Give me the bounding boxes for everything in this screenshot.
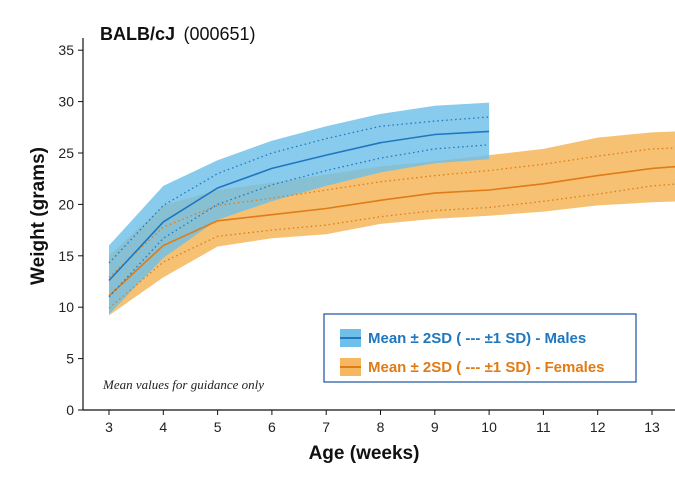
legend: Mean ± 2SD ( --- ±1 SD) - Males Mean ± 2… <box>323 313 637 383</box>
y-ticks: 0 5 10 15 20 25 30 35 <box>58 42 83 418</box>
x-ticks: 3 4 5 6 7 8 9 10 11 12 13 <box>105 410 660 435</box>
females-2sd-band <box>109 131 675 316</box>
legend-box <box>323 313 637 383</box>
sd-bands <box>109 102 675 316</box>
females-1sd-lower-line <box>108 183 675 309</box>
x-tick-label: 7 <box>322 419 330 435</box>
x-tick-label: 13 <box>644 419 660 435</box>
y-tick-label: 30 <box>58 94 74 110</box>
y-tick-label: 15 <box>58 248 74 264</box>
y-tick-label: 25 <box>58 145 74 161</box>
males-mean-line <box>108 130 490 282</box>
y-tick-label: 10 <box>58 299 74 315</box>
x-tick-label: 11 <box>536 419 551 435</box>
x-tick-label: 4 <box>159 419 167 435</box>
legend-label-males: Mean ± 2SD ( --- ±1 SD) - Males <box>368 330 586 347</box>
males-1sd-lower-line <box>108 144 490 298</box>
x-tick-label: 12 <box>590 419 606 435</box>
y-axis-label: Weight (grams) <box>28 147 49 285</box>
x-tick-label: 5 <box>214 419 222 435</box>
guidance-note: Mean values for guidance only <box>102 377 264 392</box>
females-mean-line <box>108 165 675 297</box>
x-axis-label: Age (weeks) <box>309 443 420 464</box>
males-2sd-band <box>109 102 490 315</box>
series-lines <box>108 116 675 309</box>
x-tick-label: 3 <box>105 419 113 435</box>
y-tick-label: 35 <box>58 42 74 58</box>
y-tick-label: 0 <box>66 402 74 418</box>
x-tick-label: 9 <box>431 419 439 435</box>
chart-title: BALB/cJ (000651) <box>100 24 256 44</box>
y-tick-label: 20 <box>58 196 74 212</box>
x-tick-label: 8 <box>377 419 385 435</box>
y-tick-label: 5 <box>66 351 74 367</box>
legend-label-females: Mean ± 2SD ( --- ±1 SD) - Females <box>368 359 605 376</box>
axes <box>82 38 675 411</box>
x-tick-label: 6 <box>268 419 276 435</box>
x-tick-label: 10 <box>481 419 497 435</box>
females-1sd-upper-line <box>108 147 675 278</box>
